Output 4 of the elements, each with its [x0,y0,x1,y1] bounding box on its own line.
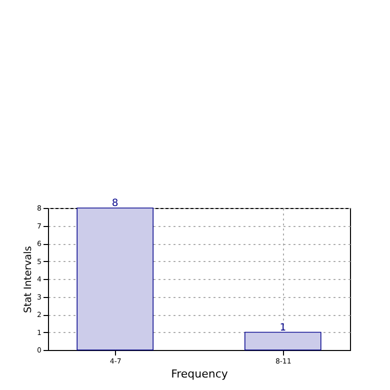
data-label: 1 [280,322,286,334]
y-axis-title: Stat Intervals [23,246,34,314]
x-axis-title: Frequency [171,368,228,380]
data-label: 8 [112,198,118,209]
